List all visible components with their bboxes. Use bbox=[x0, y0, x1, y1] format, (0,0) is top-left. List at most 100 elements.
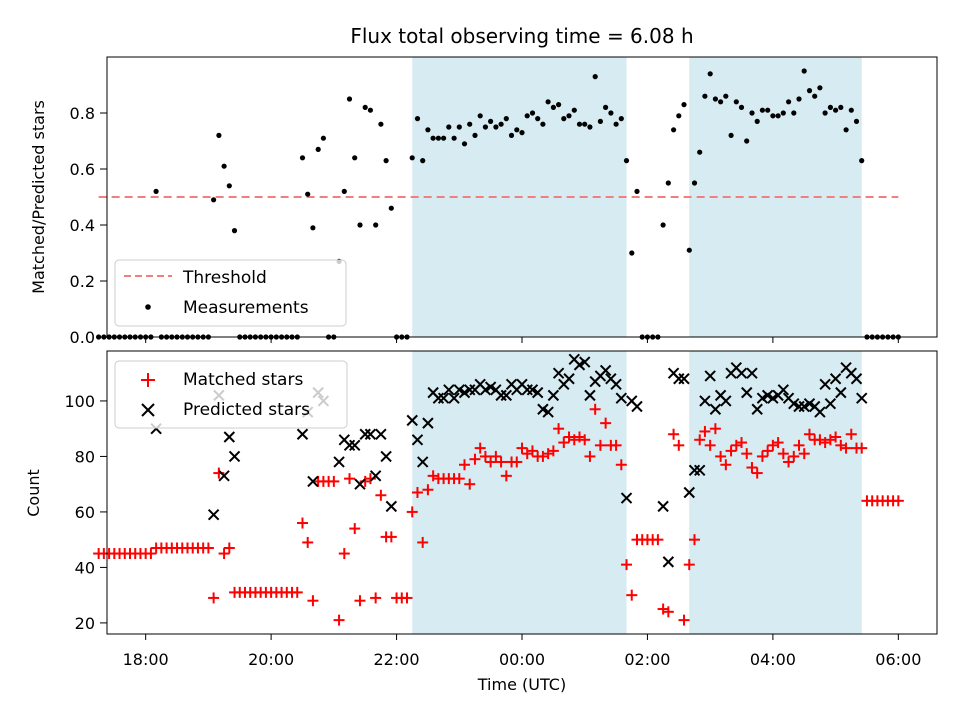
predicted-star-stroke bbox=[369, 470, 382, 482]
predicted-star-stroke bbox=[788, 398, 800, 410]
measurement-point bbox=[367, 107, 373, 113]
matched-star-marker bbox=[892, 495, 904, 507]
matched-star-marker bbox=[694, 434, 706, 446]
measurement-point bbox=[529, 110, 536, 116]
predicted-star-stroke bbox=[751, 403, 763, 415]
measurement-point bbox=[796, 96, 802, 102]
measurement-point bbox=[702, 93, 708, 99]
matched-star-marker bbox=[349, 523, 361, 535]
count-y-axis: 20 40 60 80 100 bbox=[64, 392, 107, 633]
measurement-point bbox=[545, 99, 551, 105]
matched-star-marker bbox=[338, 548, 350, 560]
x-tick-label: 20:00 bbox=[248, 650, 294, 669]
measurement-point bbox=[686, 247, 692, 253]
legend-threshold-label: Threshold bbox=[182, 268, 267, 288]
matched-star-marker bbox=[688, 534, 700, 546]
predicted-star-stroke bbox=[840, 361, 852, 374]
predicted-star-marker bbox=[207, 508, 220, 521]
predicted-star-stroke bbox=[228, 450, 241, 463]
predicted-star-stroke bbox=[406, 414, 418, 427]
matched-star-marker bbox=[736, 437, 748, 449]
measurement-point bbox=[519, 130, 525, 136]
measurement-point bbox=[775, 113, 781, 119]
predicted-star-marker bbox=[547, 389, 560, 402]
matched-star-marker bbox=[856, 442, 868, 454]
matched-star-marker bbox=[291, 586, 303, 598]
measurement-point bbox=[728, 132, 734, 138]
measurement-point bbox=[780, 110, 786, 116]
measurement-point bbox=[843, 127, 849, 133]
ratio-y-axis: 0.0 0.2 0.4 0.6 0.8 bbox=[70, 104, 107, 347]
predicted-star-stroke bbox=[683, 486, 695, 499]
measurement-point bbox=[540, 121, 546, 127]
measurement-point bbox=[786, 99, 792, 105]
measurement-point bbox=[409, 155, 415, 161]
measurement-point bbox=[681, 102, 687, 108]
predicted-star-stroke bbox=[714, 389, 727, 402]
predicted-star-stroke bbox=[673, 373, 685, 385]
measurement-point bbox=[472, 132, 478, 138]
predicted-star-stroke bbox=[699, 395, 711, 407]
matched-star-marker bbox=[490, 450, 502, 462]
measurement-point bbox=[718, 99, 724, 105]
chart-title: Flux total observing time = 6.08 h bbox=[350, 24, 693, 48]
measurement-point bbox=[96, 334, 102, 340]
predicted-star-stroke bbox=[437, 392, 450, 404]
matched-star-marker bbox=[328, 475, 340, 487]
predicted-star-marker bbox=[615, 392, 628, 404]
measurement-point bbox=[498, 121, 504, 127]
predicted-star-marker bbox=[829, 373, 842, 385]
predicted-star-stroke bbox=[443, 384, 455, 396]
measurement-point bbox=[806, 88, 813, 94]
predicted-star-marker bbox=[720, 395, 732, 407]
predicted-star-stroke bbox=[380, 450, 392, 463]
measurement-point bbox=[456, 124, 462, 130]
matched-star-marker bbox=[777, 448, 789, 460]
predicted-star-stroke bbox=[432, 392, 445, 404]
matched-star-marker bbox=[584, 450, 596, 462]
predicted-star-stroke bbox=[516, 378, 528, 391]
predicted-star-marker bbox=[704, 370, 716, 382]
matched-star-marker bbox=[406, 506, 418, 518]
x-tick-label: 22:00 bbox=[374, 650, 420, 669]
measurement-point bbox=[660, 222, 666, 228]
measurement-point bbox=[676, 113, 682, 119]
predicted-star-marker bbox=[364, 428, 377, 440]
measurement-point bbox=[493, 124, 499, 130]
count-y-axis-label: Count bbox=[24, 469, 43, 517]
predicted-star-stroke bbox=[730, 361, 743, 374]
predicted-star-stroke bbox=[422, 417, 434, 429]
matched-star-marker bbox=[511, 456, 523, 468]
predicted-star-marker bbox=[709, 403, 722, 415]
count-panel: 20 40 60 80 100 18:00 20:00 22:00 00:00 02:00 04:… bbox=[24, 350, 938, 694]
measurement-point bbox=[613, 121, 619, 127]
measurement-points bbox=[96, 68, 901, 340]
measurement-point bbox=[859, 158, 865, 164]
legend-measurements-label: Measurements bbox=[183, 298, 309, 318]
predicted-star-stroke bbox=[620, 492, 633, 504]
x-axis-label: Time (UTC) bbox=[477, 675, 566, 694]
measurement-point bbox=[446, 124, 452, 130]
matched-star-marker bbox=[751, 467, 763, 479]
matched-star-marker bbox=[479, 450, 491, 462]
measurement-point bbox=[838, 104, 844, 110]
measurement-point bbox=[299, 155, 306, 161]
predicted-star-stroke bbox=[364, 428, 377, 440]
ratio-x-ticks bbox=[145, 337, 899, 343]
measurement-point bbox=[671, 127, 677, 133]
predicted-star-stroke bbox=[631, 400, 643, 413]
measurement-point bbox=[801, 68, 807, 74]
measurement-point bbox=[315, 146, 321, 152]
predicted-star-stroke bbox=[688, 464, 701, 477]
measurement-point bbox=[414, 116, 421, 122]
measurement-point bbox=[441, 135, 447, 141]
predicted-star-marker bbox=[657, 500, 669, 513]
matched-star-marker bbox=[741, 448, 753, 460]
matched-star-marker bbox=[422, 484, 434, 496]
measurement-point bbox=[320, 135, 326, 141]
measurement-point bbox=[231, 228, 238, 234]
matched-star-marker bbox=[589, 403, 601, 415]
measurement-point bbox=[488, 118, 494, 124]
predicted-star-stroke bbox=[484, 381, 497, 393]
matched-star-marker bbox=[756, 450, 768, 462]
